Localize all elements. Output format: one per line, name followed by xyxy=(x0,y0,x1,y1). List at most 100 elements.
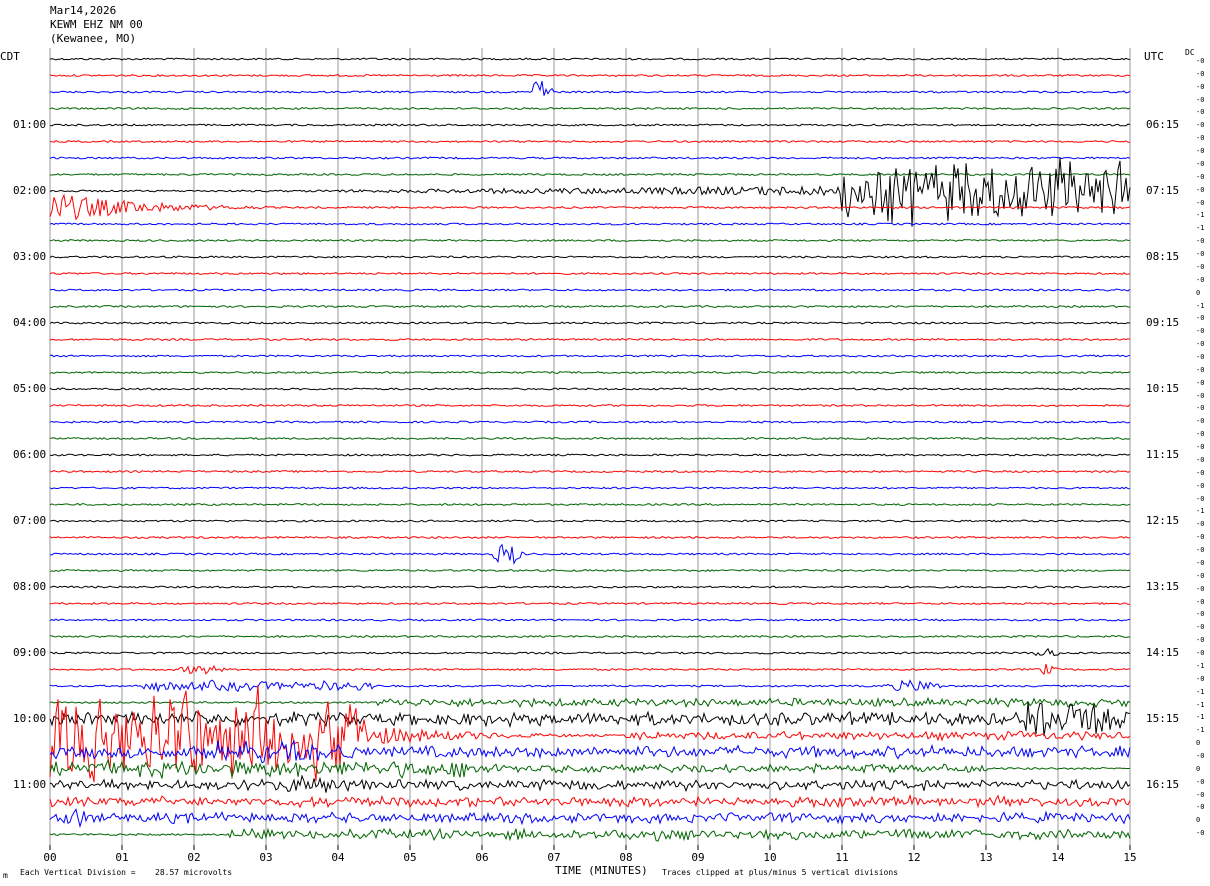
dc-offset-value: 0 xyxy=(1196,288,1201,297)
dc-offset-value: -0 xyxy=(1196,417,1205,426)
left-time-label: 10:00 xyxy=(13,712,47,725)
x-tick-label-13: 13 xyxy=(979,851,992,864)
x-axis-label: TIME (MINUTES) xyxy=(555,864,648,877)
left-time-label: 06:00 xyxy=(13,448,47,461)
dc-offset-value: -0 xyxy=(1196,262,1205,271)
trace-46 xyxy=(49,808,1131,829)
trace-1 xyxy=(49,73,1131,78)
left-time-label: 01:00 xyxy=(13,118,47,131)
dc-offset-value: -0 xyxy=(1196,571,1205,580)
dc-offset-value: -0 xyxy=(1196,134,1205,143)
x-tick-label-02: 02 xyxy=(187,851,200,864)
clip-note: Traces clipped at plus/minus 5 vertical … xyxy=(662,868,899,877)
seismic-traces xyxy=(49,57,1131,842)
dc-offset-value: -0 xyxy=(1196,378,1205,387)
x-tick-label-03: 03 xyxy=(259,851,272,864)
dc-offset-value: -0 xyxy=(1196,455,1205,464)
trace-47 xyxy=(49,827,1131,842)
x-tick-label-05: 05 xyxy=(403,851,416,864)
trace-10 xyxy=(49,222,1131,226)
x-tick-label-11: 11 xyxy=(835,851,848,864)
dc-offset-value: -1 xyxy=(1196,224,1205,233)
trace-16 xyxy=(49,321,1131,325)
dc-offset-value: -1 xyxy=(1196,700,1205,709)
dc-offset-value: -0 xyxy=(1196,185,1205,194)
trace-40 xyxy=(49,702,1131,737)
x-tick-label-07: 07 xyxy=(547,851,560,864)
right-time-label: 09:15 xyxy=(1146,316,1180,329)
dc-offset-value: -0 xyxy=(1196,198,1205,207)
trace-45 xyxy=(49,793,1131,809)
dc-offset-value: -0 xyxy=(1196,121,1205,130)
trace-31 xyxy=(49,569,1131,573)
right-time-label: 10:15 xyxy=(1146,382,1180,395)
trace-37 xyxy=(49,663,1131,676)
left-time-label: 07:00 xyxy=(13,514,47,527)
dc-offset-value: -0 xyxy=(1196,250,1205,259)
dc-offset-value: -0 xyxy=(1196,636,1205,645)
trace-29 xyxy=(49,535,1131,540)
dc-offset-value: -0 xyxy=(1196,327,1205,336)
trace-19 xyxy=(49,370,1131,375)
dc-offset-value: -0 xyxy=(1196,610,1205,619)
dc-offset-value: -0 xyxy=(1196,546,1205,555)
trace-32 xyxy=(49,585,1131,589)
dc-offset-value: -0 xyxy=(1196,520,1205,529)
trace-15 xyxy=(50,304,1130,309)
dc-offset-value: -0 xyxy=(1196,353,1205,361)
left-time-label: 05:00 xyxy=(13,382,47,395)
trace-42 xyxy=(49,739,1131,764)
dc-offset-value: -1 xyxy=(1196,661,1205,670)
left-time-label: 09:00 xyxy=(13,646,47,659)
dc-offset-value: -0 xyxy=(1196,159,1205,168)
time-grid xyxy=(49,48,1131,845)
right-time-label: 15:15 xyxy=(1146,712,1180,725)
right-time-label: 07:15 xyxy=(1146,184,1180,197)
left-time-label: 11:00 xyxy=(13,778,47,791)
left-time-label: 02:00 xyxy=(13,184,47,197)
dc-offset-value: -0 xyxy=(1196,468,1205,477)
right-time-label: 16:15 xyxy=(1146,778,1180,791)
dc-offset-value: -0 xyxy=(1196,494,1205,503)
x-axis-ticks: 00 01 02 03 04 05 06 07 08 09 10 11 12 13 14 15 xyxy=(43,845,1137,864)
x-tick-label-08: 08 xyxy=(619,851,632,864)
dc-offset-value: -0 xyxy=(1196,649,1205,658)
trace-18 xyxy=(49,354,1131,358)
x-tick-label-01: 01 xyxy=(115,851,128,864)
x-tick-label-10: 10 xyxy=(763,851,776,864)
trace-26 xyxy=(49,486,1131,490)
dc-offset-value: -0 xyxy=(1196,829,1205,838)
trace-43 xyxy=(49,758,1131,780)
dc-offset-value: -0 xyxy=(1196,57,1205,65)
dc-offset-value: 0 xyxy=(1196,739,1201,748)
chart-date: Mar14,2026 xyxy=(50,4,117,17)
dc-offset-value: -0 xyxy=(1196,790,1205,799)
trace-44 xyxy=(49,774,1131,793)
station-code: KEWM EHZ NM 00 xyxy=(50,18,143,31)
right-time-label: 13:15 xyxy=(1146,580,1180,593)
x-tick-label-04: 04 xyxy=(331,851,345,864)
dc-offset-value: -0 xyxy=(1196,314,1205,323)
trace-21 xyxy=(49,403,1131,408)
trace-39 xyxy=(49,696,1131,709)
dc-offset-value: -0 xyxy=(1196,82,1205,91)
dc-offset-value: -0 xyxy=(1196,430,1205,439)
trace-11 xyxy=(49,238,1131,243)
trace-4 xyxy=(49,123,1131,127)
trace-3 xyxy=(49,106,1131,111)
trace-5 xyxy=(49,139,1131,144)
right-time-label: 08:15 xyxy=(1146,250,1180,263)
trace-17 xyxy=(49,337,1131,342)
scale-value: 28.57 microvolts xyxy=(155,868,233,877)
dc-offset-value: -0 xyxy=(1196,108,1205,117)
trace-20 xyxy=(49,387,1131,391)
station-location: (Kewanee, MO) xyxy=(50,32,137,45)
dc-offset-value: -0 xyxy=(1196,443,1205,452)
trace-7 xyxy=(49,172,1131,177)
right-time-label: 11:15 xyxy=(1146,448,1180,461)
corner-mark: m xyxy=(3,871,8,880)
dc-offset-value: 0 xyxy=(1196,764,1201,773)
trace-12 xyxy=(49,255,1131,259)
dc-offset-value: -0 xyxy=(1196,237,1205,246)
